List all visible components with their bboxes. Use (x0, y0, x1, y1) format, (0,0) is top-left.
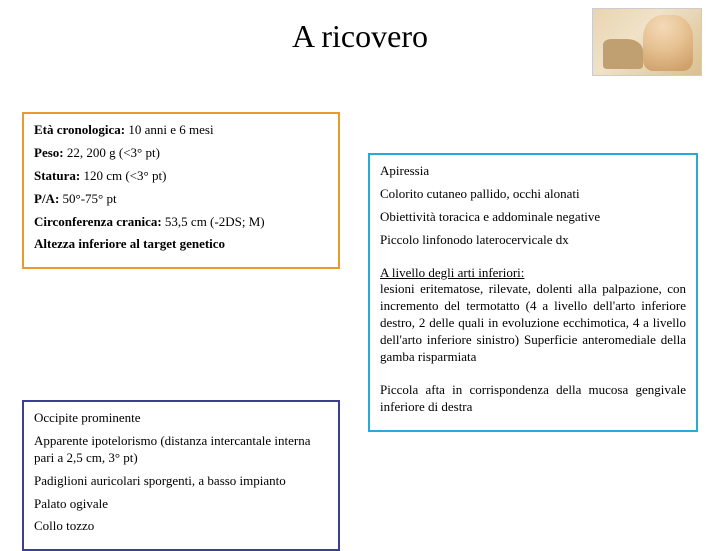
box-craniofacial: Occipite prominente Apparente ipoteloris… (22, 400, 340, 551)
label-circ: Circonferenza cranica: (34, 214, 162, 229)
label-peso: Peso: (34, 145, 64, 160)
value-peso: 22, 200 g (<3° pt) (64, 145, 160, 160)
row-statura: Statura: 120 cm (<3° pt) (34, 168, 328, 185)
row-circ: Circonferenza cranica: 53,5 cm (-2DS; M) (34, 214, 328, 231)
exam-apiressia: Apiressia (380, 163, 686, 180)
exam-colorito: Colorito cutaneo pallido, occhi alonati (380, 186, 686, 203)
label-eta: Età cronologica: (34, 122, 125, 137)
row-eta: Età cronologica: 10 anni e 6 mesi (34, 122, 328, 139)
row-pa: P/A: 50°-75° pt (34, 191, 328, 208)
row-palato: Palato ogivale (34, 496, 328, 513)
spacer (380, 255, 686, 265)
row-peso: Peso: 22, 200 g (<3° pt) (34, 145, 328, 162)
spacer (380, 372, 686, 382)
row-padiglioni: Padiglioni auricolari sporgenti, a basso… (34, 473, 328, 490)
label-pa: P/A: (34, 191, 59, 206)
exam-arti-body: lesioni eritematose, rilevate, dolenti a… (380, 281, 686, 364)
box-exam: Apiressia Colorito cutaneo pallido, occh… (368, 153, 698, 432)
exam-arti-inferiori: A livello degli arti inferiori: lesioni … (380, 265, 686, 366)
value-pa: 50°-75° pt (59, 191, 116, 206)
row-altezza: Altezza inferiore al target genetico (34, 236, 328, 253)
value-statura: 120 cm (<3° pt) (80, 168, 166, 183)
row-ipotelorismo: Apparente ipotelorismo (distanza interca… (34, 433, 328, 467)
exam-afta: Piccola afta in corrispondenza della muc… (380, 382, 686, 416)
decorative-photo (592, 8, 702, 76)
row-occipite: Occipite prominente (34, 410, 328, 427)
exam-arti-head: A livello degli arti inferiori: (380, 265, 524, 280)
exam-linfonodo: Piccolo linfonodo laterocervicale dx (380, 232, 686, 249)
box-anthropometry: Età cronologica: 10 anni e 6 mesi Peso: … (22, 112, 340, 269)
row-collo: Collo tozzo (34, 518, 328, 535)
value-circ: 53,5 cm (-2DS; M) (162, 214, 265, 229)
value-eta: 10 anni e 6 mesi (125, 122, 213, 137)
label-statura: Statura: (34, 168, 80, 183)
exam-obiettivita: Obiettività toracica e addominale negati… (380, 209, 686, 226)
